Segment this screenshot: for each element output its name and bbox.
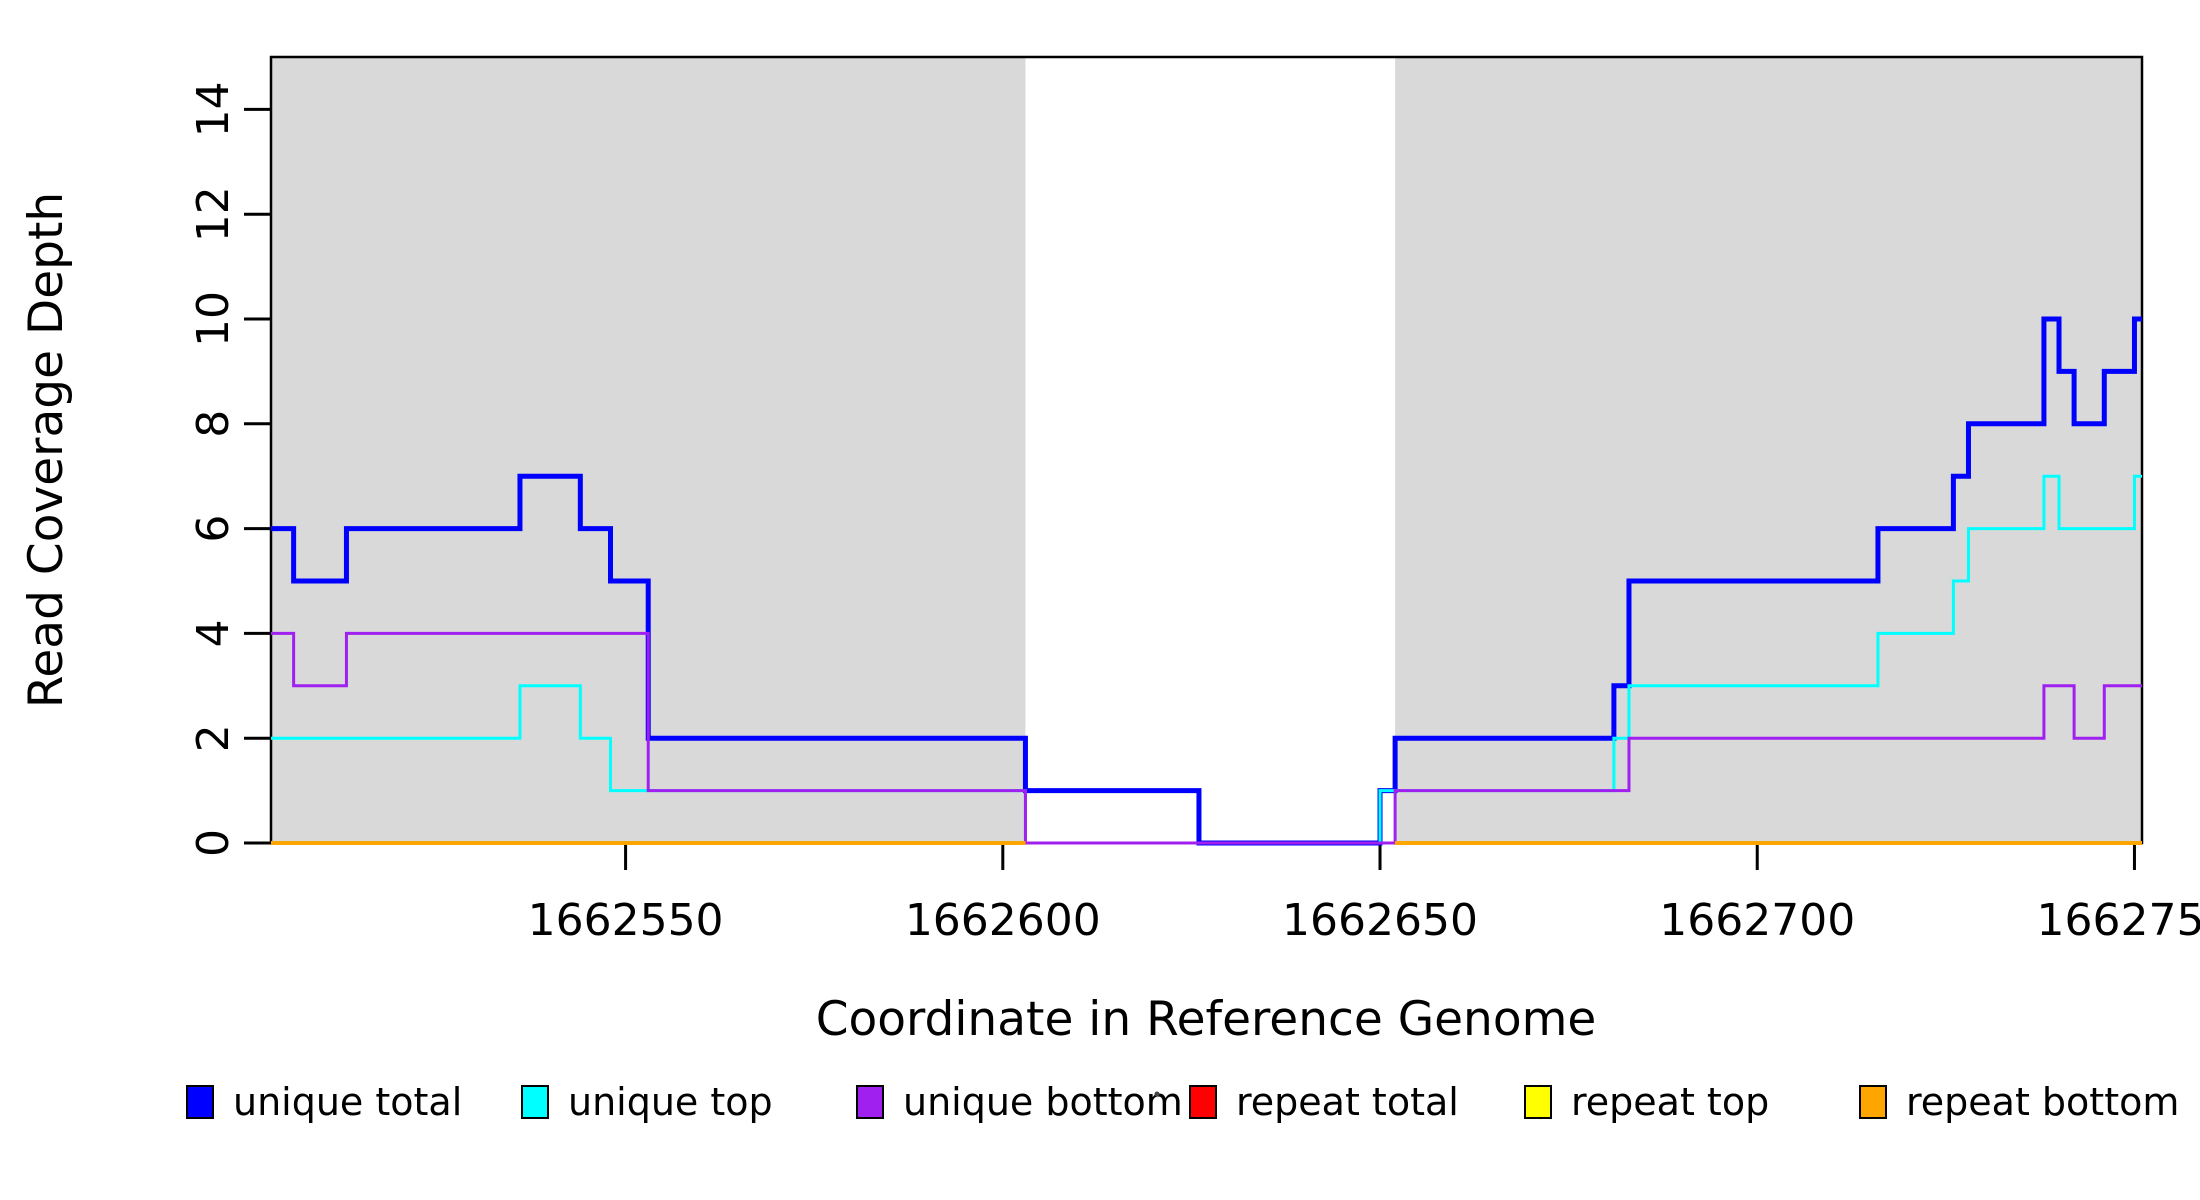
legend: unique total unique top unique bottom repea… [186,1080,2179,1124]
legend-label-unique-total: unique total [233,1080,462,1124]
legend-swatch-repeat-total [1189,1085,1217,1119]
legend-label-repeat-top: repeat top [1571,1080,1769,1124]
shaded-regions-layer [271,57,2142,843]
legend-swatch-repeat-top [1524,1085,1552,1119]
legend-swatch-unique-top [521,1085,549,1119]
legend-label-unique-bottom: unique bottom [903,1080,1183,1124]
legend-label-unique-top: unique top [568,1080,773,1124]
y-axis-tick-label-5: 8 [188,410,239,438]
legend-swatch-unique-total [186,1085,214,1119]
y-axis-tick-label-4: 6 [188,515,239,543]
series-line-unique-total [271,316,2142,846]
y-axis-tick-label-7: 12 [188,186,239,242]
legend-label-repeat-total: repeat total [1236,1080,1459,1124]
y-axis-tick-label-3: 4 [188,619,239,647]
series-line-unique-bottom [271,631,2142,845]
y-axis-tick-label-2: 2 [188,724,239,752]
y-axis-tick-label-1: 0 [188,829,239,857]
series-line-unique-top [271,474,2142,845]
legend-swatch-repeat-bottom [1859,1085,1887,1119]
series-layer [271,316,2142,846]
shaded-region-2 [1395,57,2142,843]
y-axis-tick-label-8: 14 [188,81,239,137]
x-axis-tick-label-4: 1662700 [1659,895,1855,946]
x-axis-tick-label-3: 1662650 [1282,895,1478,946]
x-axis-tick-label-1: 1662550 [528,895,724,946]
legend-label-repeat-bottom: repeat bottom [1906,1080,2179,1124]
legend-swatch-unique-bottom [856,1085,884,1119]
stray-dot [1154,1091,1160,1097]
y-axis-tick-label-6: 10 [188,291,239,347]
x-axis-tick-label-2: 1662600 [905,895,1101,946]
y-axis-title: Read Coverage Depth [19,192,74,708]
x-axis-title: Coordinate in Reference Genome [816,992,1597,1047]
